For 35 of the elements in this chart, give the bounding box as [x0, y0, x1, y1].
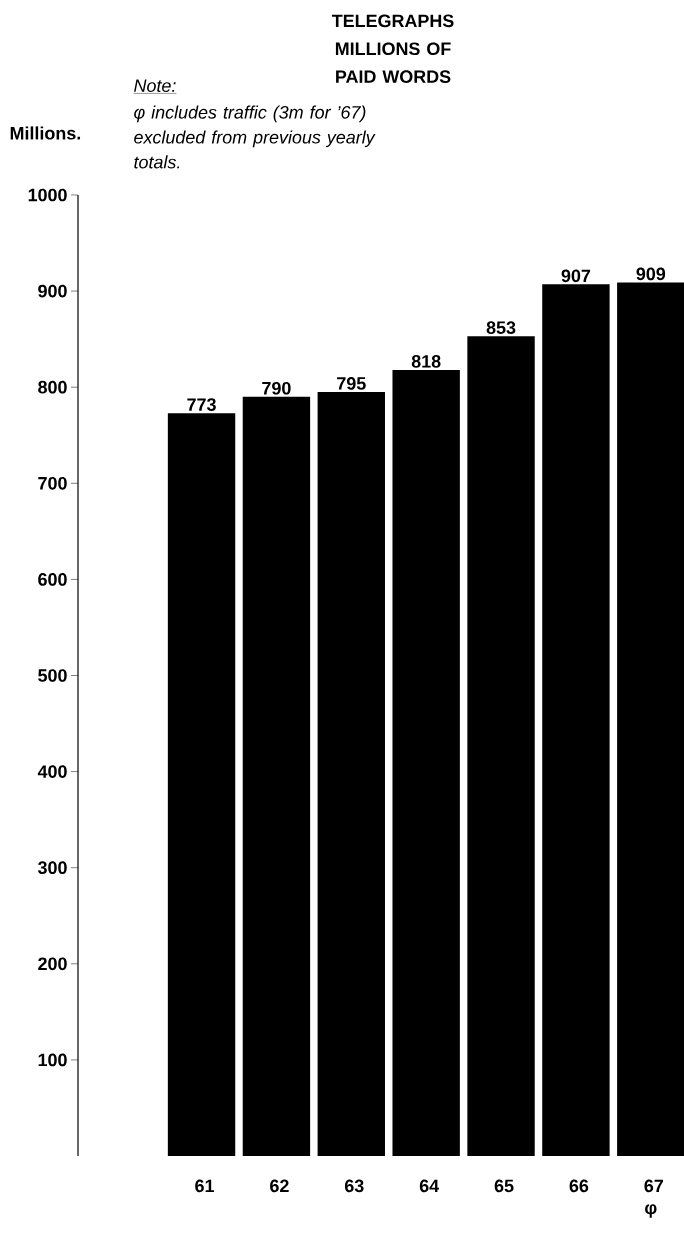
x-tick-label: 61 [194, 1179, 214, 1193]
y-tick-label: 200 [37, 957, 67, 971]
text: φ includes traffic (3m for ’67) excluded from previous yearly totals. [133, 105, 376, 169]
data-label: 773 [187, 398, 216, 411]
bar [467, 336, 535, 1156]
x-tick-label: 63 [344, 1179, 364, 1193]
data-label: 790 [261, 381, 291, 395]
x-tick-label: 64 [419, 1179, 439, 1193]
data-label: 907 [561, 269, 590, 283]
bar [167, 413, 235, 1156]
y-tick-label: 400 [37, 765, 67, 778]
y-tick-label: 1000 [28, 188, 67, 202]
y-tick-label: 600 [37, 573, 67, 586]
bar [392, 369, 460, 1156]
x-tick-label: 65 [494, 1179, 514, 1193]
y-tick-label: 900 [37, 284, 67, 298]
x-tick-label: 67 φ [644, 1179, 663, 1218]
y-tick-label: 800 [37, 380, 67, 394]
y-tick-label: 700 [38, 476, 67, 490]
x-tick-label: 66 [569, 1179, 589, 1193]
chart-title: TELEGRAPHS MILLIONS OF PAID WORDS [331, 14, 454, 83]
bar [242, 396, 310, 1156]
y-tick-label: 500 [37, 669, 67, 682]
y-tick-label: 300 [37, 861, 67, 875]
text: Note: [133, 79, 176, 93]
data-label: 795 [336, 377, 366, 390]
data-label: 909 [636, 267, 665, 281]
data-label: 818 [411, 354, 441, 368]
bar [541, 284, 610, 1156]
x-tick-label: 62 [269, 1179, 289, 1193]
y-axis-title: Millions. [10, 126, 80, 140]
y-tick-label: 100 [38, 1053, 67, 1067]
data-label: 853 [486, 321, 516, 335]
bar [616, 282, 684, 1156]
bar [317, 392, 385, 1156]
